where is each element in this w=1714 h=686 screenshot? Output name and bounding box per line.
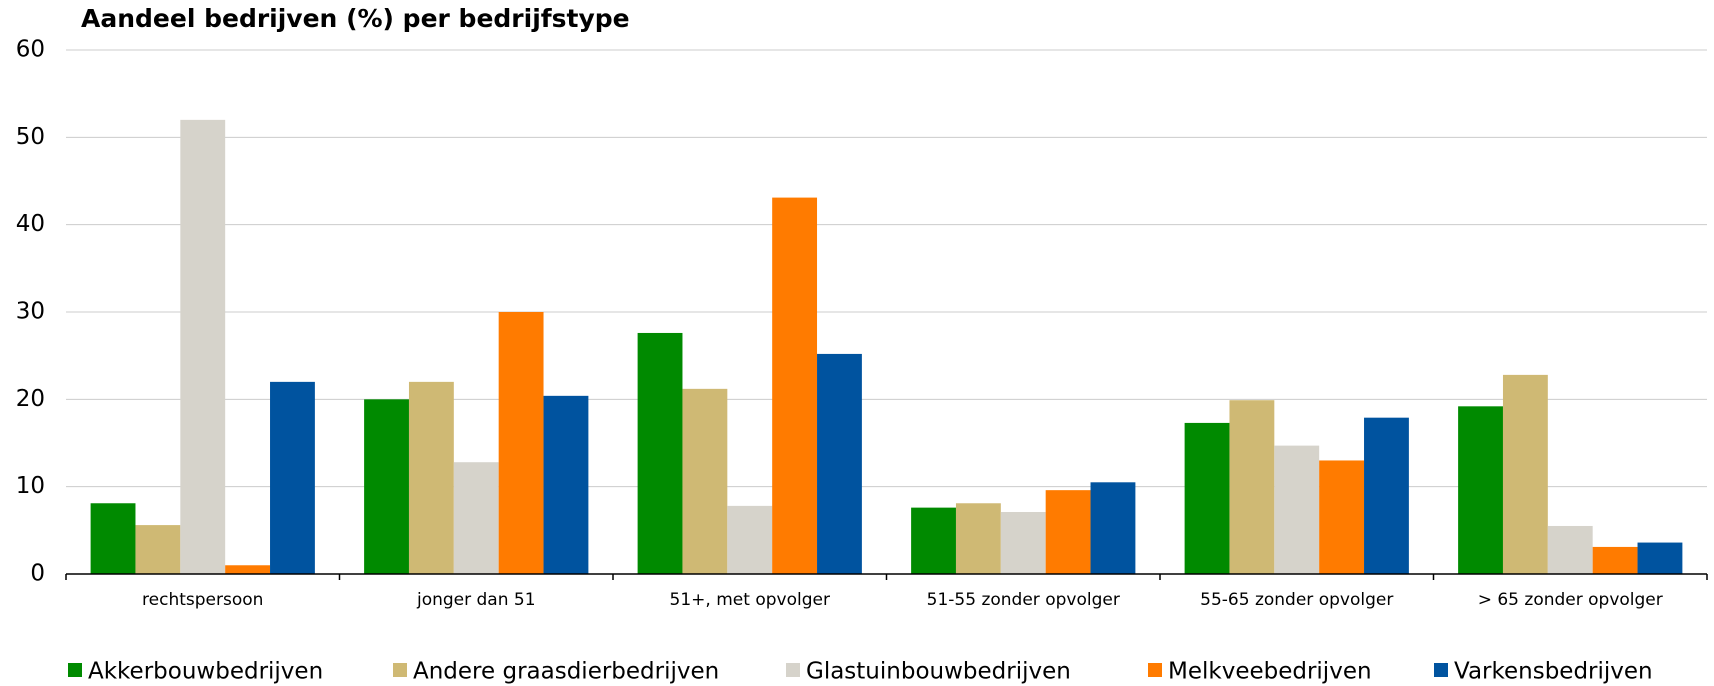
y-tick-label: 60: [16, 37, 45, 63]
bar: [543, 395, 589, 574]
x-tick-label: rechtspersoon: [142, 590, 263, 610]
bar: [180, 119, 226, 574]
bar: [817, 353, 862, 574]
bar: [453, 462, 499, 574]
legend-swatch: [1148, 663, 1162, 677]
bar: [772, 197, 818, 575]
bar: [1637, 542, 1683, 574]
bar: [911, 507, 956, 574]
bar: [1364, 417, 1409, 574]
legend-label: Varkensbedrijven: [1454, 659, 1653, 685]
bar: [955, 503, 1001, 574]
x-tick-label: 55-65 zonder opvolger: [1200, 590, 1393, 610]
bar: [1458, 406, 1503, 574]
bar: [1547, 525, 1593, 574]
y-tick-label: 20: [16, 386, 45, 412]
bar: [364, 399, 409, 574]
y-tick-label: 50: [16, 124, 45, 150]
legend-swatch: [393, 663, 407, 677]
bar: [498, 312, 544, 574]
chart-title: Aandeel bedrijven (%) per bedrijfstype: [81, 4, 630, 33]
y-tick-label: 40: [16, 211, 45, 237]
bar: [682, 388, 728, 574]
legend-label: Andere graasdierbedrijven: [413, 659, 719, 685]
y-tick-label: 10: [16, 473, 45, 499]
bar: [1090, 482, 1136, 574]
legend-label: Akkerbouwbedrijven: [88, 659, 323, 685]
bar: [408, 381, 454, 574]
x-tick-label: jonger dan 51: [416, 590, 536, 610]
bar: [1502, 374, 1548, 574]
bar: [1184, 422, 1230, 574]
legend-label: Glastuinbouwbedrijven: [806, 659, 1071, 685]
bar: [1592, 546, 1638, 574]
x-tick-label: 51+, met opvolger: [670, 590, 830, 610]
legend-swatch: [786, 663, 800, 677]
bar: [1045, 490, 1091, 574]
bar: [225, 565, 271, 574]
legend-swatch: [1434, 663, 1448, 677]
bar: [1229, 400, 1275, 574]
bar: [1319, 460, 1365, 574]
bar: [1274, 445, 1320, 574]
y-tick-label: 30: [16, 299, 45, 325]
legend-swatch: [68, 663, 82, 677]
bar: [90, 503, 136, 574]
legend-label: Melkveebedrijven: [1168, 659, 1372, 685]
bar: [637, 332, 683, 574]
bar: [270, 381, 315, 574]
y-tick-label: 0: [30, 561, 45, 587]
x-tick-label: 51-55 zonder opvolger: [927, 590, 1120, 610]
x-tick-label: > 65 zonder opvolger: [1478, 590, 1663, 610]
bar: [1000, 511, 1046, 574]
bar: [135, 525, 181, 574]
bar: [727, 505, 773, 574]
